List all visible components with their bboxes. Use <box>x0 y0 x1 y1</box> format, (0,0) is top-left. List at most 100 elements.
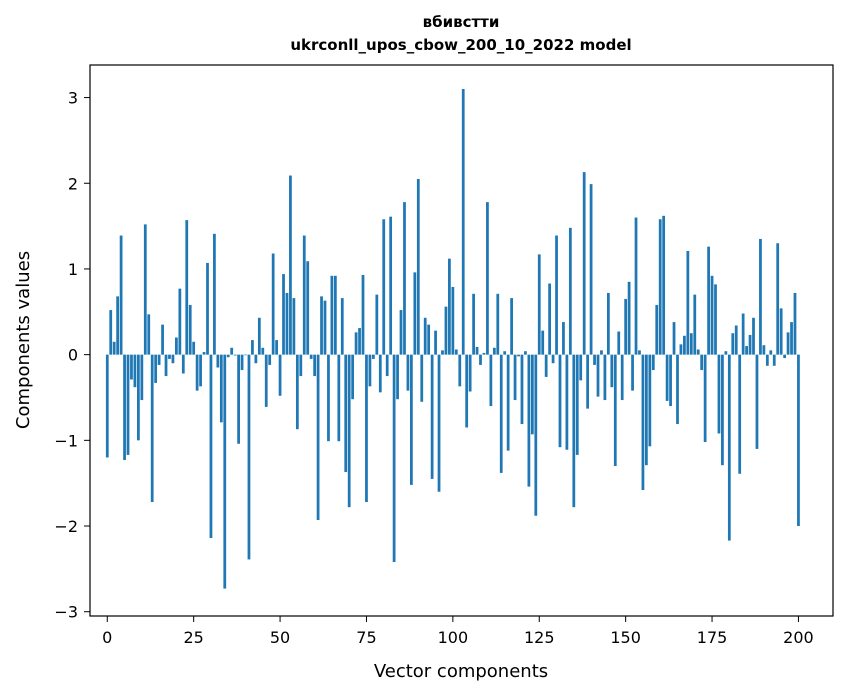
bar-component-150 <box>624 298 628 355</box>
bar-component-55 <box>295 354 299 430</box>
bar-component-178 <box>721 354 724 466</box>
bar-component-29 <box>206 262 209 355</box>
bar-component-196 <box>783 354 786 359</box>
bar-component-72 <box>354 332 358 355</box>
bar-component-41 <box>247 354 251 560</box>
bar-component-125 <box>537 254 541 355</box>
bar-component-119 <box>517 354 520 357</box>
bar-component-193 <box>772 354 776 366</box>
bar-component-179 <box>724 351 728 355</box>
bar-component-170 <box>693 294 697 355</box>
bar-component-160 <box>658 219 662 355</box>
bar-component-83 <box>392 354 396 563</box>
bar-component-97 <box>441 350 444 355</box>
bar-component-122 <box>527 354 531 487</box>
bar-component-18 <box>168 354 171 359</box>
bar-component-26 <box>195 354 199 391</box>
bar-component-110 <box>486 202 489 355</box>
y-tick-label: −1 <box>54 431 78 450</box>
bar-component-154 <box>638 350 641 355</box>
bar-component-86 <box>403 202 406 355</box>
y-tick-label: 0 <box>68 346 78 365</box>
bar-component-171 <box>696 349 700 355</box>
bar-component-59 <box>309 354 313 359</box>
bar-component-117 <box>510 298 513 355</box>
bar-component-145 <box>606 292 610 355</box>
x-tick-label: 50 <box>270 628 290 647</box>
bar-component-61 <box>316 354 320 521</box>
bar-component-98 <box>444 306 448 355</box>
bar-component-54 <box>292 298 296 355</box>
bar-component-6 <box>126 354 130 455</box>
bar-component-107 <box>475 346 479 355</box>
bar-component-79 <box>378 354 382 393</box>
bar-component-93 <box>427 324 431 355</box>
bar-component-187 <box>752 317 755 355</box>
bar-component-177 <box>717 354 721 434</box>
bar-component-129 <box>551 354 555 364</box>
bar-component-190 <box>762 345 766 355</box>
bar-component-90 <box>416 178 420 355</box>
bar-component-174 <box>707 246 710 355</box>
x-tick-label: 75 <box>356 628 376 647</box>
bar-component-38 <box>237 354 240 444</box>
bar-component-199 <box>793 292 797 355</box>
bar-component-44 <box>257 317 261 355</box>
bar-component-53 <box>289 175 292 355</box>
bar-component-47 <box>268 354 272 365</box>
bar-component-163 <box>669 354 672 407</box>
bar-component-2 <box>112 341 116 355</box>
bar-component-146 <box>610 354 614 388</box>
bar-component-37 <box>233 354 237 356</box>
x-tick-label: 125 <box>524 628 555 647</box>
bar-component-94 <box>430 354 434 479</box>
bar-component-159 <box>655 304 659 355</box>
bar-component-127 <box>544 354 548 377</box>
bar-component-8 <box>133 354 137 388</box>
bar-component-73 <box>358 328 361 355</box>
chart-subtitle: ukrconll_upos_cbow_200_10_2022 model <box>290 36 631 54</box>
x-axis-label: Vector components <box>374 661 548 682</box>
bar-component-63 <box>323 300 327 355</box>
bar-component-197 <box>786 332 790 355</box>
bar-component-137 <box>579 354 583 381</box>
bar-component-124 <box>534 354 538 516</box>
bar-component-151 <box>627 281 631 355</box>
bar-component-114 <box>499 354 503 473</box>
bar-component-49 <box>275 340 278 355</box>
bar-component-189 <box>759 238 762 355</box>
bar-component-192 <box>769 350 773 355</box>
bar-component-39 <box>240 354 244 371</box>
bar-component-175 <box>710 275 714 355</box>
bar-component-130 <box>555 235 558 355</box>
bar-component-30 <box>209 354 213 539</box>
bar-component-0 <box>105 354 109 458</box>
bar-component-22 <box>181 354 185 374</box>
bar-component-24 <box>188 304 192 355</box>
bar-component-123 <box>530 354 534 435</box>
bar-component-167 <box>683 335 686 355</box>
bar-component-66 <box>333 275 337 355</box>
bar-component-152 <box>631 354 634 391</box>
bar-component-10 <box>140 354 144 401</box>
bar-component-142 <box>596 354 600 397</box>
bar-component-183 <box>738 354 742 474</box>
x-tick-label: 200 <box>783 628 814 647</box>
bar-component-87 <box>406 354 410 391</box>
bar-component-138 <box>582 172 586 355</box>
bar-component-56 <box>299 354 303 377</box>
bar-component-80 <box>382 219 386 355</box>
bars-group <box>105 88 800 589</box>
bar-component-65 <box>330 275 334 355</box>
bar-component-126 <box>541 330 545 355</box>
y-axis-ticks: −3 −2 −1 0 1 2 3 <box>54 89 90 622</box>
bar-component-180 <box>727 354 731 541</box>
bar-component-156 <box>645 354 648 466</box>
bar-component-99 <box>448 258 451 355</box>
bar-component-95 <box>434 330 437 355</box>
bar-component-1 <box>109 310 113 355</box>
bar-component-21 <box>178 288 182 355</box>
bar-component-15 <box>157 354 161 365</box>
bar-component-52 <box>285 292 289 355</box>
